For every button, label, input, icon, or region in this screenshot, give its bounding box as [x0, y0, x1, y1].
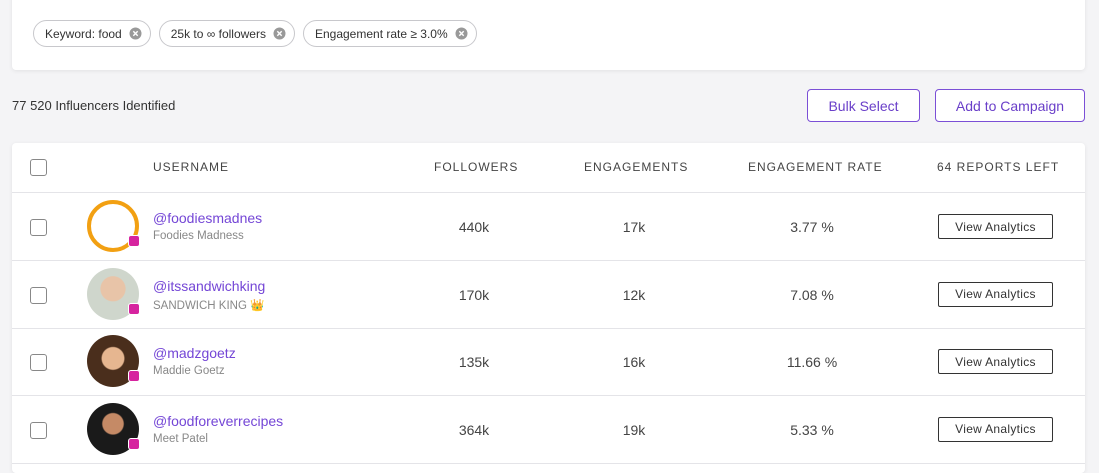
display-name: Maddie Goetz: [153, 365, 225, 377]
remove-icon[interactable]: [273, 27, 286, 40]
engagements: 17k: [622, 219, 646, 235]
instagram-badge: [128, 370, 140, 382]
filter-chips: Keyword: food 25k to ∞ followers Engagemen…: [33, 20, 477, 47]
engagement-rate: 7.08 %: [790, 286, 834, 303]
username[interactable]: @foodforeverrecipes: [153, 412, 284, 429]
remove-icon[interactable]: [455, 27, 468, 40]
followers: 440k: [458, 219, 490, 235]
table-row: @foodiesmadnes Foodies Madness 440k 17k 3.77…: [12, 193, 1085, 261]
column-header: ENGAGEMENT RATE: [748, 160, 883, 174]
filter-chip[interactable]: Engagement rate ≥ 3.0%: [302, 20, 477, 47]
instagram-badge: [128, 437, 140, 450]
remove-icon[interactable]: [129, 27, 142, 40]
column-header: FOLLOWERS: [434, 160, 519, 174]
bulk-select-button[interactable]: Bulk Select: [807, 89, 920, 122]
display-name: SANDWICH KING 👑: [153, 299, 265, 312]
row-checkbox[interactable]: [30, 421, 47, 439]
column-header: 64 REPORTS LEFT: [937, 160, 1060, 174]
username[interactable]: @madzgoetz: [153, 345, 236, 361]
table-row: @foodforeverrecipes Meet Patel 364k 19k 5.33…: [12, 396, 1085, 464]
engagement-rate: 11.66 %: [786, 354, 838, 370]
engagements: 12k: [622, 286, 646, 303]
filter-chip[interactable]: 25k to ∞ followers: [158, 20, 295, 47]
page: Keyword: food 25k to ∞ followers Engagemen…: [12, 0, 1085, 473]
result-count: 77 520 Influencers Identified: [12, 98, 176, 113]
table-row: @itssandwichking SANDWICH KING 👑 170k 12k 7.…: [12, 261, 1085, 329]
engagements: 16k: [622, 354, 646, 370]
username[interactable]: @itssandwichking: [153, 277, 266, 294]
view-analytics-button[interactable]: View Analytics: [938, 214, 1053, 239]
add-to-campaign-button[interactable]: Add to Campaign: [935, 89, 1085, 122]
select-all-checkbox[interactable]: [30, 159, 47, 176]
influencer-table: USERNAME FOLLOWERS ENGAGEMENTS ENGAGEMEN…: [12, 143, 1085, 473]
column-header: ENGAGEMENTS: [584, 160, 689, 174]
filter-card: [12, 0, 1085, 70]
followers: 135k: [458, 354, 490, 370]
row-checkbox[interactable]: [30, 286, 47, 304]
row-checkbox[interactable]: [30, 219, 47, 236]
table-header: USERNAME FOLLOWERS ENGAGEMENTS ENGAGEMEN…: [12, 143, 1085, 193]
engagement-rate: 3.77 %: [790, 219, 834, 235]
display-name: Foodies Madness: [153, 230, 244, 242]
view-analytics-button[interactable]: View Analytics: [938, 281, 1053, 307]
instagram-badge: [128, 302, 140, 315]
instagram-badge: [128, 235, 140, 247]
view-analytics-button[interactable]: View Analytics: [938, 416, 1053, 442]
display-name: Meet Patel: [153, 432, 208, 445]
engagements: 19k: [622, 421, 646, 438]
username[interactable]: @foodiesmadnes: [153, 210, 263, 226]
followers: 364k: [458, 421, 490, 438]
chip-label: Keyword: food: [45, 26, 122, 41]
chip-label: Engagement rate ≥ 3.0%: [314, 26, 448, 41]
column-header: USERNAME: [153, 160, 230, 174]
filter-chip[interactable]: Keyword: food: [33, 20, 151, 47]
followers: 170k: [458, 286, 490, 303]
table-row: @madzgoetz Maddie Goetz 135k 16k 11.66 % View…: [12, 328, 1085, 396]
view-analytics-button[interactable]: View Analytics: [938, 349, 1053, 374]
chip-label: 25k to ∞ followers: [170, 26, 266, 41]
row-checkbox[interactable]: [30, 354, 47, 371]
engagement-rate: 5.33 %: [790, 421, 834, 438]
